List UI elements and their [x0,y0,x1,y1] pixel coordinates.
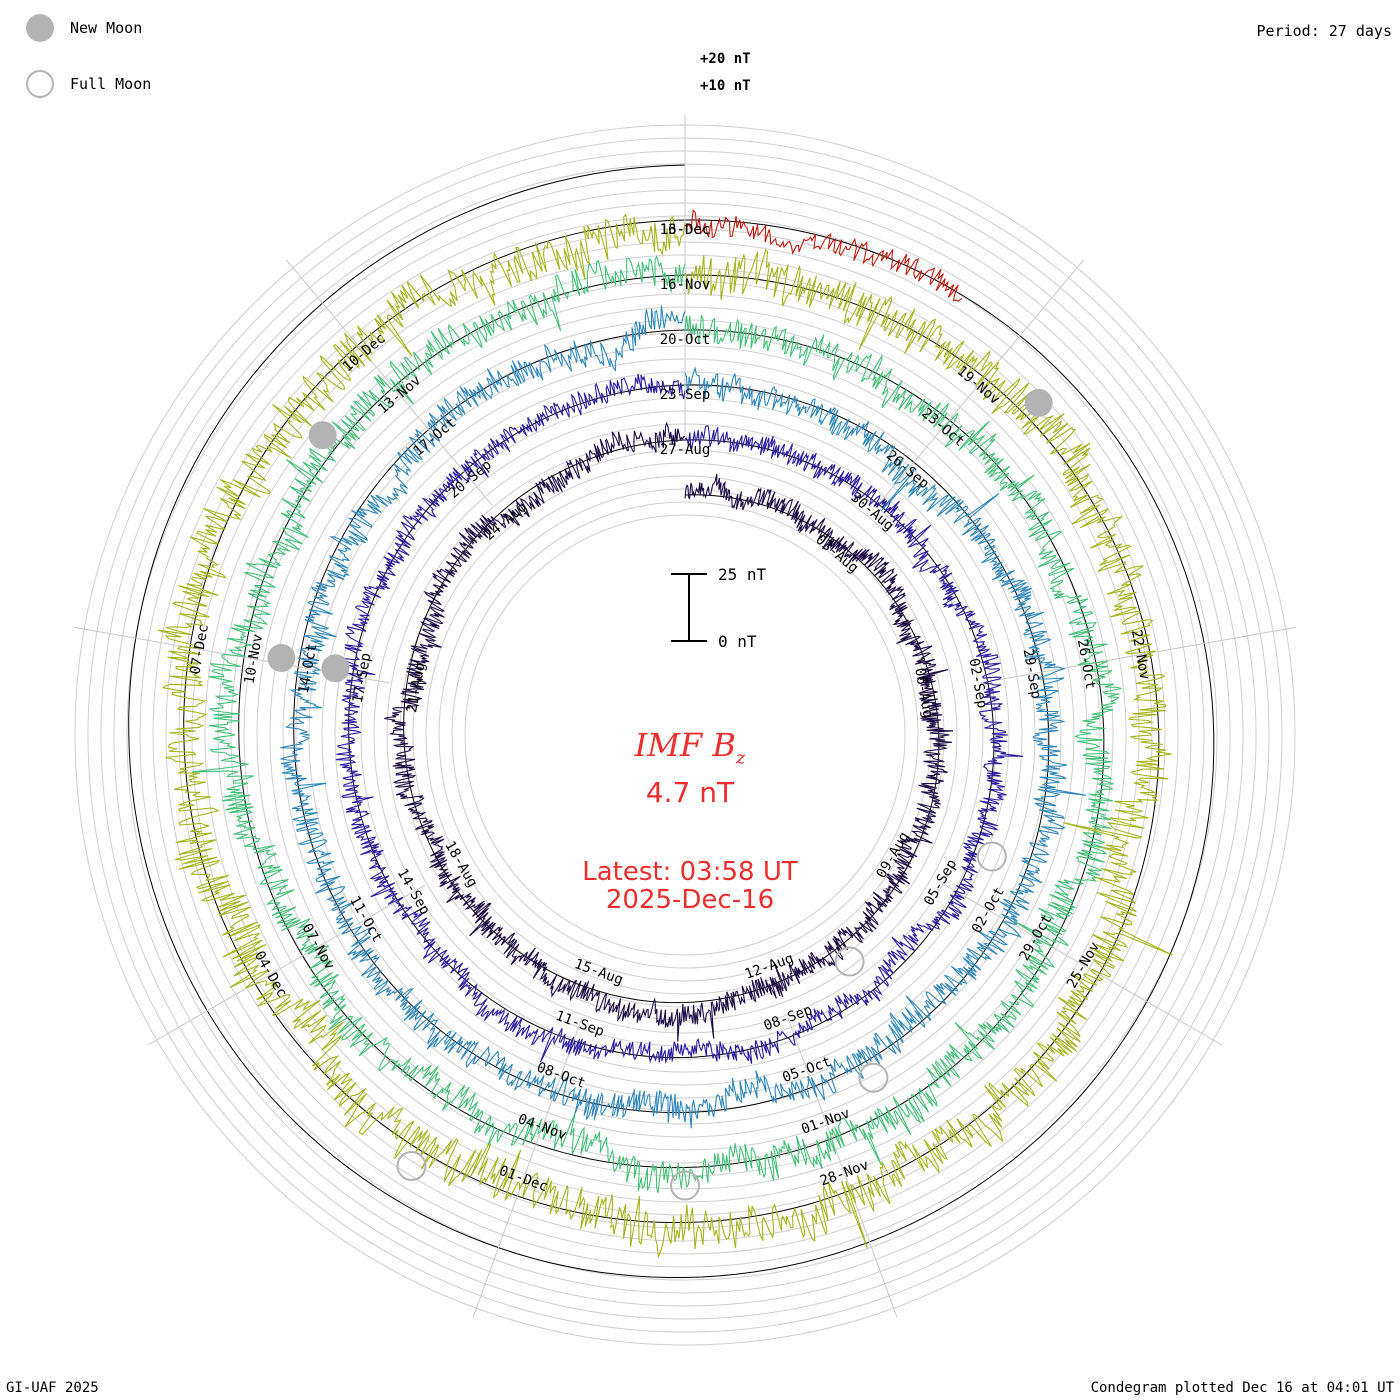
date-label: 13-Dec [660,222,711,238]
full-moon-marker [834,946,865,977]
spoke-line [944,884,1223,1046]
grid-ring [464,514,906,956]
new-moon-icon [26,14,54,42]
latest-date: 2025-Dec-16 [605,885,775,915]
legend-new-moon: New Moon [26,14,142,42]
full-moon-marker [670,1170,700,1201]
date-label: 27-Aug [660,442,711,458]
date-label: 16-Dec [660,222,711,238]
bz-trace-rotation-0 [384,421,954,1042]
date-label: 10-Nov [242,633,267,686]
new-moon-marker [321,654,350,683]
spoke-line [147,884,426,1046]
reference-label: +10 nT [700,78,751,94]
reference-label: +20 nT [700,51,751,67]
date-label: 20-Oct [660,332,711,348]
date-label: 01-Dec [497,1163,550,1195]
scale-bar-bottom-label: 0 nT [718,632,757,651]
date-label: 26-Oct [1074,638,1099,691]
new-moon-marker [267,644,296,673]
spoke-line [472,1016,583,1318]
date-label: 28-Nov [818,1157,871,1189]
bz-trace-rotation-2 [280,305,1087,1129]
spoke-line [787,1016,898,1318]
quantity-name: IMF B [634,726,736,764]
bz-trace-rotation-1 [335,373,1024,1064]
date-label: 25-Nov [1064,939,1103,991]
bz-trace-rotation-5 [684,209,963,302]
grid-ring [438,488,932,982]
grid-ring [386,436,984,1034]
rotation-spokes [74,115,1296,1318]
quantity-title: IMF Bz [490,726,890,768]
date-label: 23-Sep [660,387,711,403]
spoke-line [286,259,493,506]
plotted-timestamp: Condegram plotted Dec 16 at 04:01 UT [1090,1380,1394,1396]
date-label: 01-Nov [799,1105,852,1137]
scale-bar: 25 nT 0 nT [671,565,767,651]
legend-new-moon-label: New Moon [70,19,143,37]
latest-time: Latest: 03:58 UT 2025-Dec-16 [490,858,890,914]
date-label: 11-Oct [346,893,385,945]
legend-full-moon-label: Full Moon [70,75,152,93]
full-moon-marker [976,841,1007,872]
bz-trace-rotation-4 [157,213,1173,1259]
current-value: 4.7 nT [645,776,735,809]
date-label: 10-Dec [340,330,389,375]
full-moon-marker [858,1062,889,1093]
date-label: 07-Dec [187,623,212,676]
moon-markers [267,388,1053,1201]
spoke-line [877,259,1084,506]
date-label: 05-Sep [921,857,960,909]
bz-trace-rotation-3 [191,254,1122,1193]
latest-label: Latest: 03:58 UT [582,857,798,887]
bz-traces [157,209,1173,1259]
date-label: 16-Nov [660,277,711,293]
full-moon-icon [26,70,54,98]
date-label: 14-Sep [394,866,433,918]
new-moon-marker [1024,388,1053,417]
grid-ring [451,501,919,969]
scale-bar-top-label: 25 nT [718,565,767,584]
new-moon-marker [308,421,337,450]
legend-full-moon: Full Moon [26,70,151,98]
full-moon-marker [396,1150,427,1181]
date-label: 02-Sep [965,657,990,710]
spoke-line [980,626,1296,684]
date-label: 02-Oct [969,884,1008,936]
reference-labels: +20 nT +10 nT [700,51,751,94]
quantity-subscript: z [735,747,746,769]
period-label: Period: 27 days [1256,22,1392,40]
credit-label: GI-UAF 2025 [6,1380,99,1396]
